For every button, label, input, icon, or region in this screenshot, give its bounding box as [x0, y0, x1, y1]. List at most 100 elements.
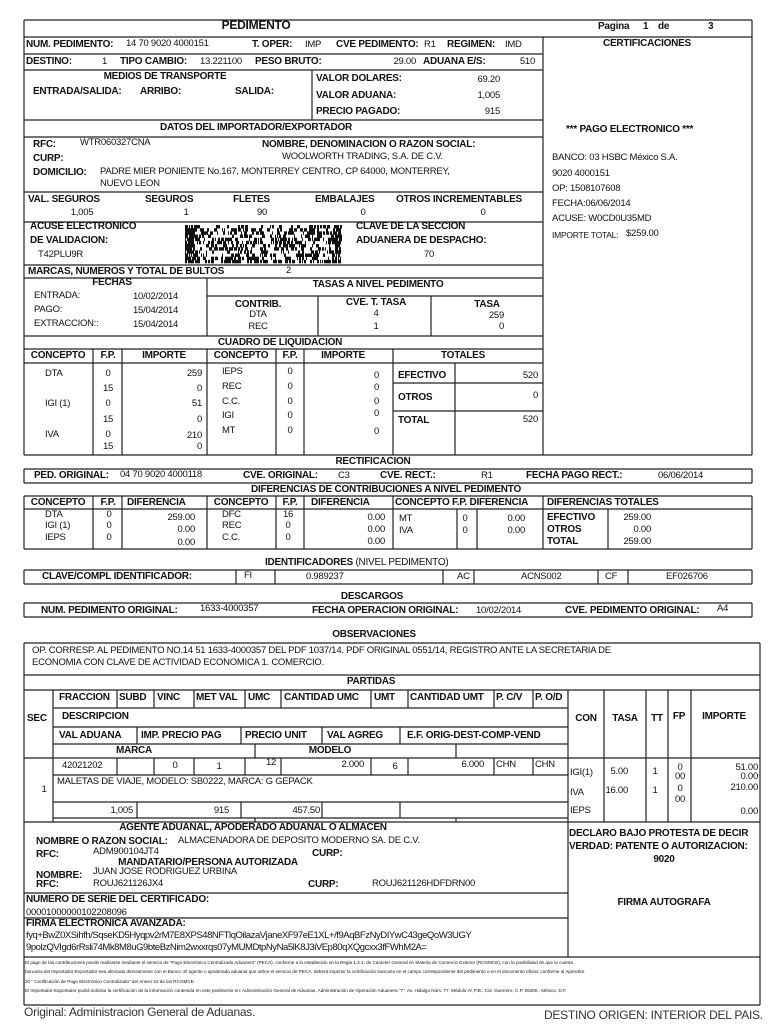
liq-fp-2: 0 [287, 396, 293, 407]
barcode-module [276, 259, 277, 264]
barcode-module [222, 228, 223, 232]
barcode-module [241, 225, 244, 229]
partida-cantidad-umt: 6.000 [461, 759, 484, 770]
contrib-rec: REC [248, 321, 268, 332]
barcode-module [316, 253, 319, 257]
barcode-module [236, 240, 239, 245]
barcode-module [195, 234, 198, 238]
barcode-module [263, 259, 265, 264]
dif-concepto: DTA [45, 509, 63, 520]
certificado-label: NUMERO DE SERIE DEL CERTIFICADO: [26, 894, 209, 905]
umt-header: UMT [374, 692, 395, 703]
barcode-module [224, 259, 227, 264]
partida-sec: 1 [41, 784, 47, 795]
barcode-module [234, 231, 237, 235]
barcode-module [189, 253, 190, 257]
barcode-module [199, 250, 200, 254]
liq-concepto-igi: IGI (1) [45, 398, 71, 409]
barcode-module [199, 259, 200, 264]
liq-fp-2: 0 [287, 366, 293, 377]
barcode-module [228, 237, 230, 242]
aduana-label: ADUANA E/S: [423, 56, 486, 67]
observaciones-line-2: ECONOMIA CON CLAVE DE ACTIVIDAD ECONOMIC… [32, 657, 324, 668]
barcode-module [294, 228, 297, 232]
barcode-module [202, 234, 203, 238]
tipo-cambio-label: TIPO CAMBIO: [120, 56, 187, 67]
barcode-module [217, 231, 218, 235]
barcode-module [309, 225, 312, 229]
dif-otros-value: 0.00 [633, 524, 652, 535]
total-label: TOTAL [398, 415, 430, 426]
barcode-module [237, 253, 240, 257]
dif-fp-3: 0 [462, 513, 468, 524]
dif-concepto-2: REC [222, 520, 242, 531]
barcode-module [201, 253, 202, 257]
barcode-module [243, 228, 244, 232]
barcode-module [251, 247, 252, 251]
barcode-module [330, 231, 332, 235]
barcode-module [279, 240, 282, 245]
liq-header-fp-2: F.P. [282, 350, 298, 361]
barcode-module [289, 244, 291, 248]
barcode-module [332, 256, 334, 261]
val-seguros-value: 1,005 [70, 207, 94, 218]
barcode-module [207, 228, 209, 232]
barcode-module [317, 259, 319, 264]
cve-pedimento-value: R1 [424, 39, 436, 50]
cve-t-tasa-header: CVE. T. TASA [345, 297, 407, 308]
barcode-module [285, 259, 288, 264]
mandatario-nombre-value: JUAN JOSE RODRIGUEZ URBINA [93, 866, 237, 877]
barcode-module [250, 259, 252, 264]
barcode-module [286, 237, 287, 242]
barcode-module [329, 247, 331, 251]
importe-total-value: $259.00 [626, 228, 659, 239]
barcode-module [279, 259, 282, 264]
barcode-module [191, 231, 194, 235]
dif-valor-2: 0.00 [367, 512, 386, 523]
barcode-module [195, 237, 196, 242]
contrib-fp-2: 00 [674, 771, 686, 782]
barcode-module [221, 256, 223, 261]
barcode-module [267, 228, 270, 232]
barcode-module [283, 234, 284, 238]
barcode-module [192, 234, 195, 238]
barcode-module [206, 259, 207, 264]
barcode-module [188, 231, 191, 235]
barcode-module [279, 234, 281, 238]
barcode-module [230, 231, 232, 235]
t-oper-label: T. OPER: [252, 39, 293, 50]
barcode-module [188, 244, 191, 248]
fecha-pago-value: 15/04/2014 [133, 305, 179, 316]
barcode-module [242, 256, 244, 261]
barcode-module [253, 256, 254, 261]
barcode-module [338, 240, 341, 245]
barcode-module [283, 237, 286, 242]
barcode-module [265, 250, 266, 254]
barcode-module [335, 237, 338, 242]
curp-label: CURP: [33, 153, 64, 164]
barcode-module [273, 253, 276, 257]
barcode-module [302, 250, 304, 254]
barcode-module [277, 234, 278, 238]
barcode-module [185, 250, 186, 254]
barcode-module [317, 228, 319, 232]
tasa-header: TASA [474, 299, 500, 310]
barcode-module [298, 240, 301, 245]
barcode-module [258, 240, 259, 245]
barcode-module [262, 253, 263, 257]
peso-bruto-value: 29.00 [393, 56, 416, 67]
barcode-module [283, 240, 286, 245]
barcode-module [340, 234, 342, 238]
barcode-module [268, 244, 270, 248]
identificador-1: FI [244, 570, 252, 581]
cve-rect-label: CVE. RECT.: [380, 470, 436, 481]
barcode-module [291, 231, 294, 235]
contrib-con: IVA [570, 787, 584, 798]
barcode-module [188, 256, 191, 261]
barcode-module [263, 244, 264, 248]
barcode-module [281, 250, 282, 254]
descripcion-header: DESCRIPCION [62, 711, 129, 722]
barcode-module [332, 253, 335, 257]
barcode-module [249, 234, 252, 238]
dif-fp-2: 0 [285, 520, 291, 531]
